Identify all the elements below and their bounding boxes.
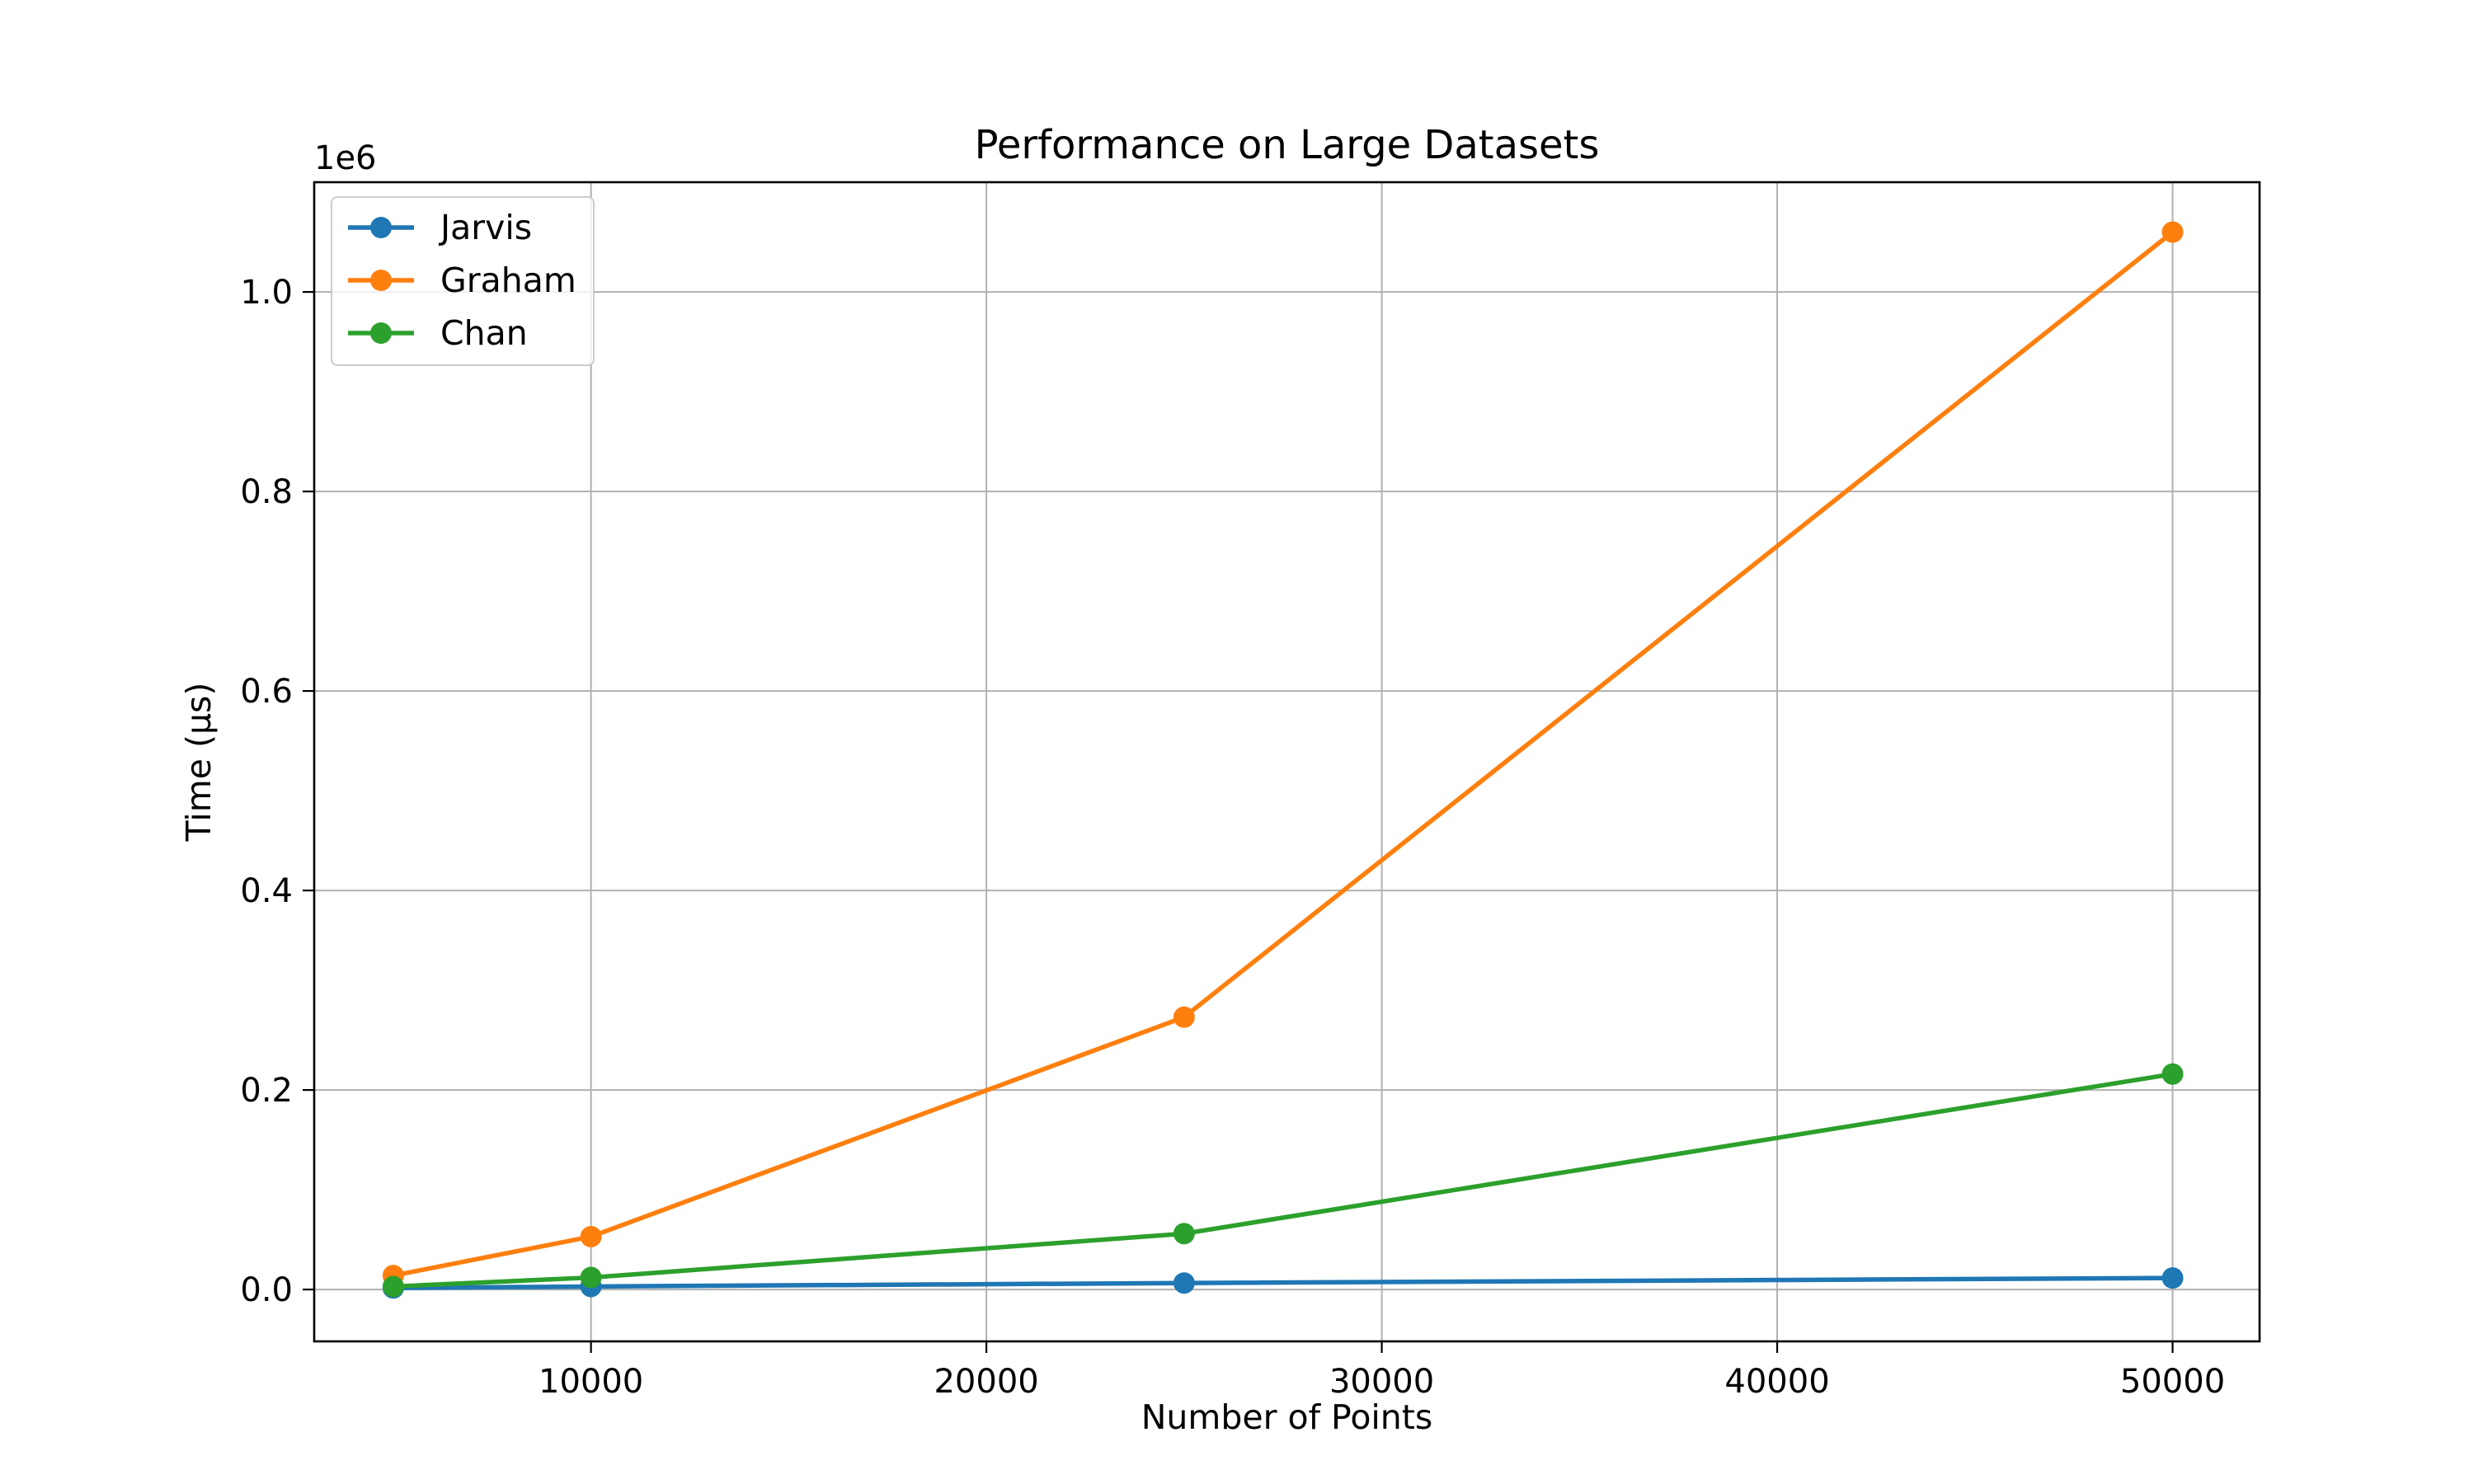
data-point-jarvis bbox=[2161, 1267, 2184, 1289]
data-point-graham bbox=[1173, 1006, 1195, 1028]
x-axis-label: Number of Points bbox=[1141, 1397, 1432, 1437]
legend-item-jarvis[interactable]: Jarvis bbox=[348, 208, 532, 247]
y-tick-label: 1.0 bbox=[240, 274, 293, 312]
legend-item-graham[interactable]: Graham bbox=[348, 261, 576, 300]
data-point-graham bbox=[580, 1225, 602, 1247]
series-line-chan bbox=[391, 1071, 2175, 1289]
x-tick-label: 30000 bbox=[1329, 1363, 1434, 1401]
x-tick-label: 40000 bbox=[1724, 1363, 1829, 1401]
data-point-chan bbox=[580, 1266, 602, 1289]
data-point-graham bbox=[2161, 221, 2184, 243]
y-axis-label: Time (µs) bbox=[179, 683, 219, 843]
grid bbox=[314, 182, 2260, 1341]
legend-marker-jarvis bbox=[370, 217, 392, 238]
series-line-graham bbox=[390, 228, 2176, 1279]
legend-label: Jarvis bbox=[438, 208, 532, 247]
y-axis-offset-label: 1e6 bbox=[314, 139, 377, 177]
chart-title: Performance on Large Datasets bbox=[975, 122, 1600, 168]
y-tick-label: 0.8 bbox=[240, 473, 293, 511]
legend: Jarvis Graham Chan bbox=[331, 196, 595, 366]
legend-label: Chan bbox=[440, 313, 528, 353]
x-tick-label: 50000 bbox=[2120, 1363, 2225, 1401]
legend-box bbox=[331, 196, 595, 366]
legend-marker-graham bbox=[370, 270, 392, 291]
axis-ticks: 10000 20000 30000 40000 50000 0.0 0.2 0.4 0.6 0.8… bbox=[240, 274, 2225, 1401]
legend-marker-chan bbox=[370, 322, 392, 344]
y-tick-label: 0.2 bbox=[240, 1072, 293, 1110]
series-layer bbox=[382, 221, 2184, 1299]
data-point-chan bbox=[1173, 1223, 1195, 1245]
y-tick-label: 0.4 bbox=[240, 872, 293, 910]
series-chan bbox=[382, 1063, 2184, 1298]
data-point-chan bbox=[2161, 1063, 2184, 1085]
series-line-jarvis bbox=[391, 1275, 2175, 1291]
legend-item-chan[interactable]: Chan bbox=[348, 313, 528, 353]
y-tick-label: 0.6 bbox=[240, 673, 293, 711]
data-point-jarvis bbox=[1173, 1272, 1195, 1294]
x-tick-label: 20000 bbox=[934, 1363, 1038, 1401]
y-tick-label: 0.0 bbox=[240, 1271, 293, 1309]
plot-frame bbox=[313, 181, 2261, 1343]
data-point-chan bbox=[382, 1275, 404, 1298]
x-tick-label: 10000 bbox=[539, 1363, 643, 1401]
series-graham bbox=[382, 221, 2184, 1287]
legend-label: Graham bbox=[440, 261, 576, 300]
